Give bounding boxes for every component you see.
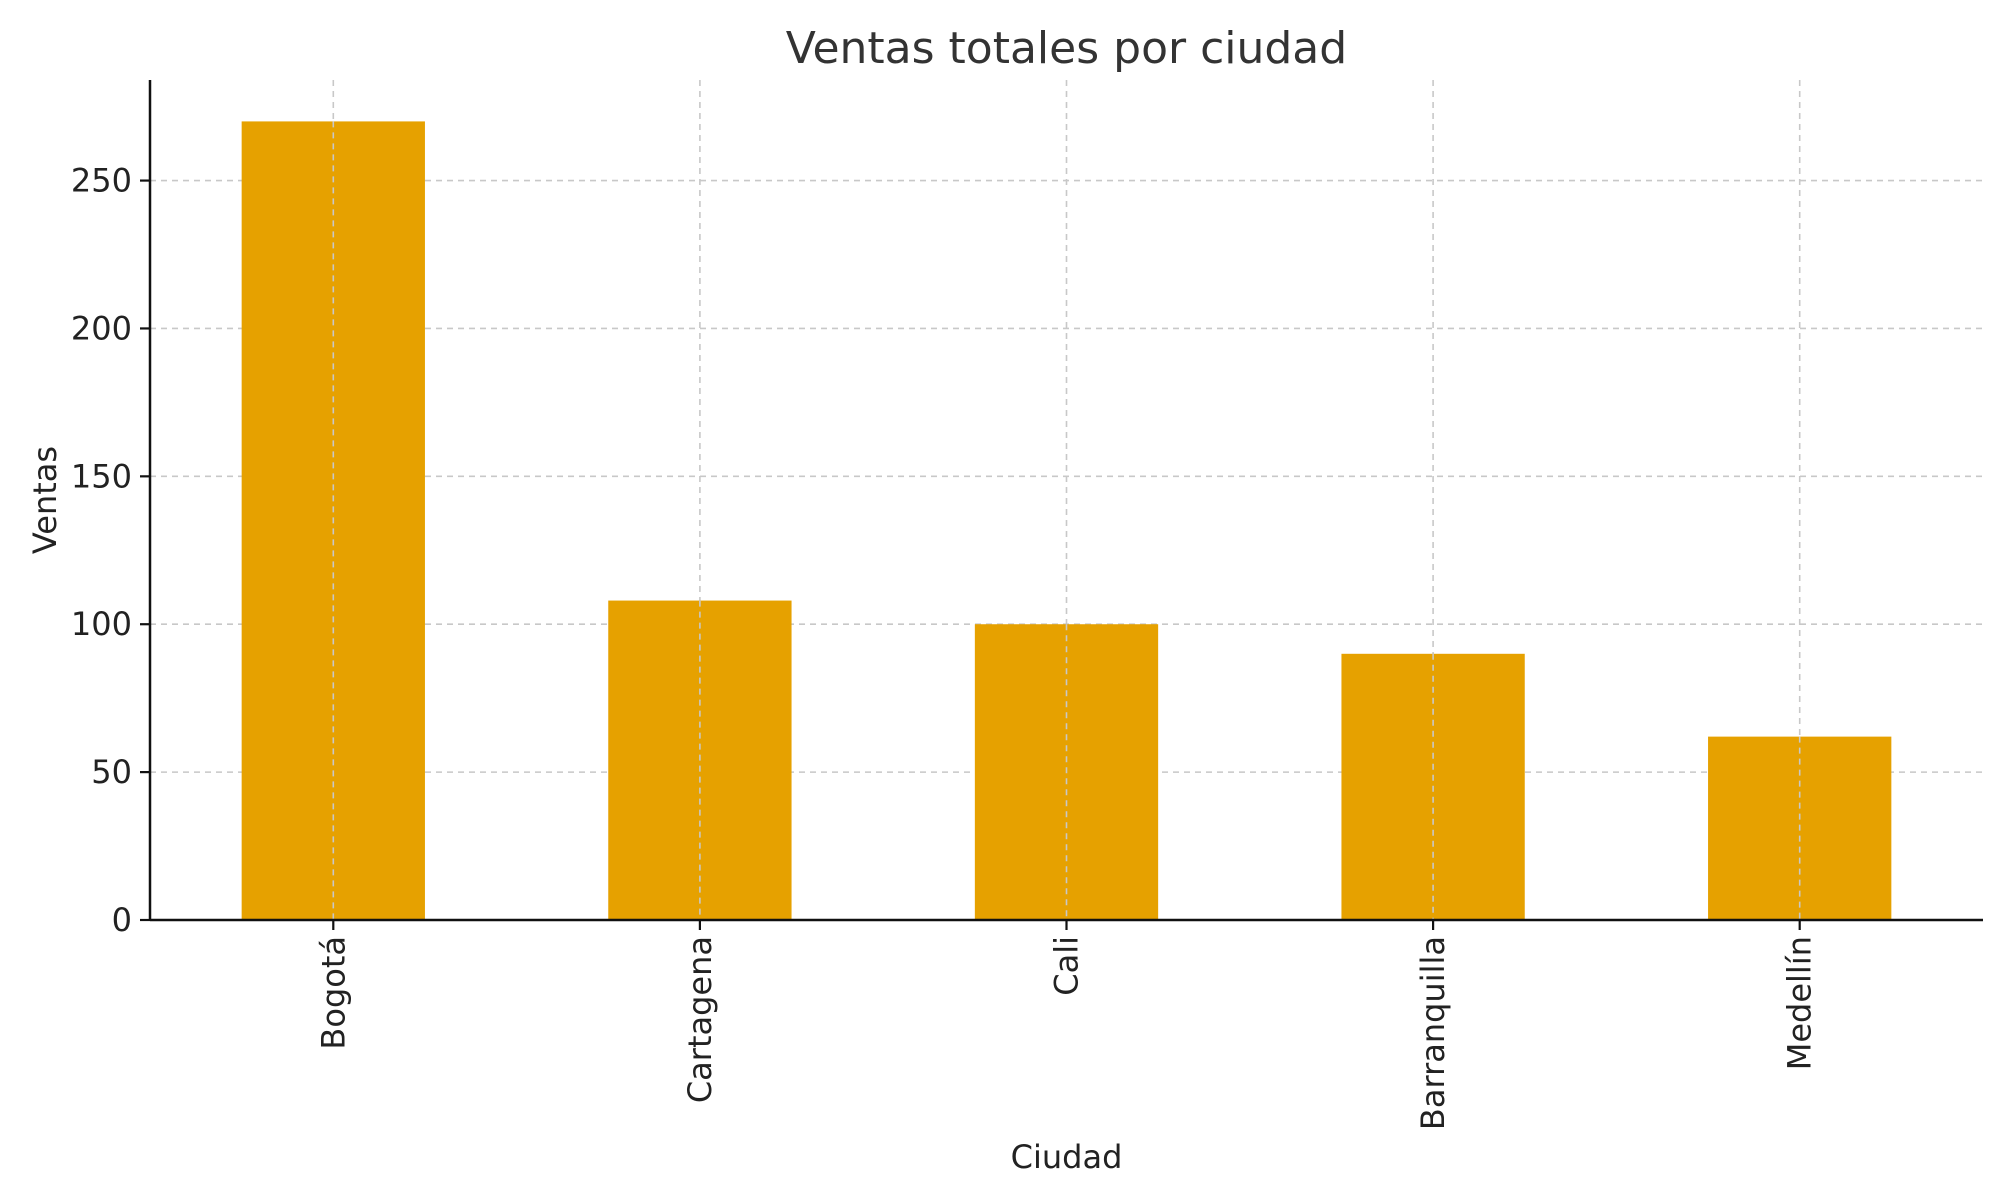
x-tick-label: Barranquilla [1414, 936, 1452, 1130]
y-tick-label: 50 [91, 753, 132, 791]
x-tick-label: Bogotá [314, 936, 352, 1050]
bars [241, 121, 1892, 920]
y-tick-label: 150 [71, 457, 132, 495]
y-tick-label: 200 [71, 309, 132, 347]
tick-labels: 0 50 100 150 200 250 Bogotá Cartagena Cali Barran… [71, 162, 1819, 1131]
x-axis-label: Ciudad [1011, 1138, 1123, 1176]
y-tick-label: 0 [112, 901, 132, 939]
y-tick-label: 250 [71, 162, 132, 200]
y-axis-label: Ventas [26, 446, 64, 554]
x-tick-label: Medellín [1781, 936, 1819, 1070]
y-tick-label: 100 [71, 605, 132, 643]
x-tick-label: Cali [1048, 936, 1086, 996]
x-tick-label: Cartagena [681, 936, 719, 1103]
chart-title: Ventas totales por ciudad [786, 23, 1347, 74]
